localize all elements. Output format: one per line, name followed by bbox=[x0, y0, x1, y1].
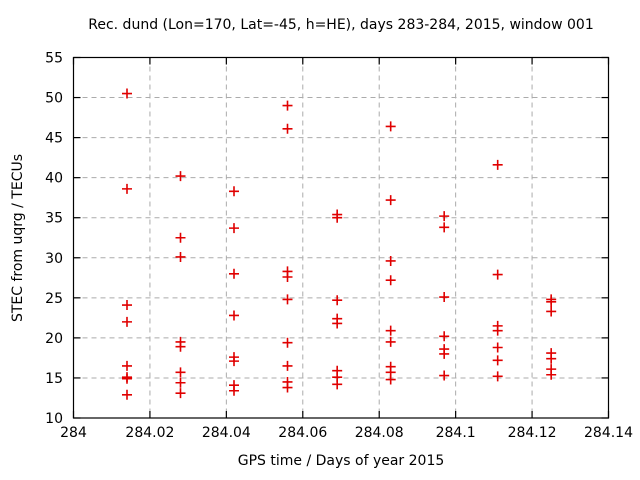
data-point-marker bbox=[229, 268, 239, 279]
data-point-marker bbox=[175, 171, 186, 182]
y-tick-label: 55 bbox=[45, 51, 63, 67]
data-point-marker bbox=[175, 377, 186, 388]
data-point-marker bbox=[439, 292, 450, 303]
axis-ticks bbox=[72, 56, 610, 419]
data-point-marker bbox=[385, 255, 396, 266]
data-point-marker bbox=[122, 360, 132, 371]
gridlines bbox=[73, 57, 609, 418]
data-point-marker bbox=[492, 325, 503, 336]
data-point-marker bbox=[546, 296, 557, 307]
data-point-marker bbox=[385, 336, 396, 347]
data-point-marker bbox=[492, 269, 503, 280]
data-point-marker bbox=[229, 385, 239, 396]
data-point-marker bbox=[332, 212, 343, 223]
data-point-marker bbox=[282, 100, 293, 111]
data-point-marker bbox=[282, 123, 293, 134]
data-point-marker bbox=[332, 318, 343, 329]
x-tick-label: 284.08 bbox=[355, 425, 404, 441]
y-tick-label: 45 bbox=[45, 131, 63, 147]
x-tick-label: 284.14 bbox=[584, 425, 633, 441]
data-point-marker bbox=[546, 306, 557, 317]
data-point-marker bbox=[175, 367, 186, 378]
data-point-marker bbox=[122, 300, 132, 311]
y-axis-label: STEC from uqrg / TECUs bbox=[10, 154, 26, 322]
plot-border bbox=[72, 56, 610, 419]
y-tick-label: 40 bbox=[45, 171, 63, 187]
data-point-marker bbox=[122, 183, 132, 194]
data-point-marker bbox=[175, 341, 186, 352]
x-tick-label: 284.02 bbox=[125, 425, 174, 441]
x-tick-label: 284.06 bbox=[278, 425, 327, 441]
tick-labels: 284 284.02 284.04 284.06 284.08 284.1 284.12 28… bbox=[45, 51, 633, 442]
data-point-marker bbox=[229, 310, 239, 321]
data-point-marker bbox=[122, 88, 132, 99]
data-point-marker bbox=[122, 373, 132, 384]
data-point-marker bbox=[439, 331, 450, 342]
x-tick-label: 284.1 bbox=[436, 425, 476, 441]
data-point-marker bbox=[282, 382, 293, 393]
data-point-marker bbox=[282, 337, 293, 348]
data-point-marker bbox=[439, 211, 450, 222]
y-tick-label: 50 bbox=[45, 91, 63, 107]
data-point-marker bbox=[385, 275, 396, 286]
data-point-marker bbox=[175, 388, 186, 399]
data-point-marker bbox=[492, 355, 503, 366]
data-point-marker bbox=[385, 374, 396, 385]
data-point-marker bbox=[439, 370, 450, 381]
data-point-marker bbox=[175, 251, 186, 262]
data-point-marker bbox=[229, 223, 239, 234]
data-point-marker bbox=[332, 379, 343, 390]
x-tick-label: 284.12 bbox=[508, 425, 557, 441]
data-point-marker bbox=[229, 356, 239, 367]
data-point-marker bbox=[175, 232, 186, 243]
y-tick-label: 35 bbox=[45, 211, 63, 227]
chart-title: Rec. dund (Lon=170, Lat=-45, h=HE), days… bbox=[88, 17, 594, 33]
data-point-marker bbox=[385, 121, 396, 132]
y-tick-label: 30 bbox=[45, 251, 63, 267]
y-tick-label: 25 bbox=[45, 291, 63, 307]
data-point-marker bbox=[439, 222, 450, 233]
data-point-marker bbox=[282, 360, 293, 371]
data-point-marker bbox=[229, 186, 239, 197]
data-point-marker bbox=[122, 389, 132, 400]
data-point-marker bbox=[492, 159, 503, 170]
data-point-marker bbox=[385, 325, 396, 336]
data-point-marker bbox=[492, 371, 503, 382]
data-point-marker bbox=[332, 295, 343, 306]
data-point-marker bbox=[546, 369, 557, 380]
data-point-marker bbox=[492, 342, 503, 353]
y-tick-label: 15 bbox=[45, 371, 63, 387]
x-tick-label: 284.04 bbox=[202, 425, 251, 441]
y-tick-label: 10 bbox=[45, 411, 63, 427]
data-point-marker bbox=[439, 348, 450, 359]
x-tick-label: 284 bbox=[60, 425, 87, 441]
y-tick-label: 20 bbox=[45, 331, 63, 347]
data-point-marker bbox=[546, 353, 557, 364]
data-point-marker bbox=[282, 272, 293, 283]
data-point-marker bbox=[282, 294, 293, 305]
data-point-marker bbox=[385, 195, 396, 206]
x-axis-label: GPS time / Days of year 2015 bbox=[238, 453, 445, 469]
data-points bbox=[122, 88, 557, 400]
data-point-marker bbox=[122, 316, 132, 327]
